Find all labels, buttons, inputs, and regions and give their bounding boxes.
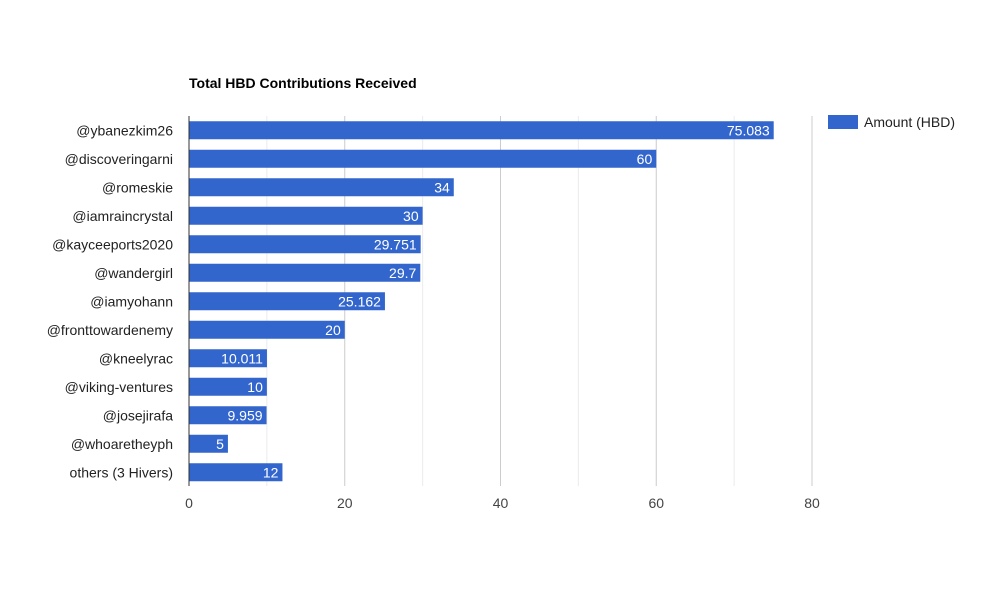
bar bbox=[189, 121, 774, 140]
category-label: others (3 Hivers) bbox=[70, 464, 173, 480]
x-tick-label: 80 bbox=[804, 495, 820, 511]
data-label: 60 bbox=[637, 151, 653, 167]
category-label: @kneelyrac bbox=[99, 350, 173, 366]
bar bbox=[189, 235, 421, 254]
bars bbox=[189, 121, 774, 482]
category-label: @josejirafa bbox=[103, 407, 173, 423]
legend-swatch bbox=[828, 115, 858, 129]
data-label: 12 bbox=[263, 464, 279, 480]
x-tick-label: 40 bbox=[493, 495, 509, 511]
data-label: 20 bbox=[325, 322, 341, 338]
category-label: @iamyohann bbox=[90, 293, 173, 309]
bar bbox=[189, 349, 267, 368]
bar bbox=[189, 149, 657, 168]
bar bbox=[189, 320, 345, 339]
data-label: 34 bbox=[434, 179, 450, 195]
data-label: 29.751 bbox=[374, 236, 417, 252]
category-label: @kayceeports2020 bbox=[52, 236, 173, 252]
x-tick-label: 0 bbox=[185, 495, 193, 511]
data-label: 25.162 bbox=[338, 293, 381, 309]
data-label: 10 bbox=[247, 379, 263, 395]
bar bbox=[189, 178, 454, 197]
data-label: 10.011 bbox=[221, 350, 263, 366]
legend: Amount (HBD) bbox=[828, 114, 955, 130]
bar bbox=[189, 434, 228, 453]
value-labels: 75.083 60 34 30 29.751 29.7 25.162 20 10.011 10 9.… bbox=[216, 122, 770, 480]
bar bbox=[189, 292, 385, 311]
chart-title: Total HBD Contributions Received bbox=[189, 75, 417, 91]
bar bbox=[189, 263, 421, 282]
category-label: @fronttowardenemy bbox=[47, 322, 173, 338]
x-tick-label: 20 bbox=[337, 495, 353, 511]
bar bbox=[189, 206, 423, 225]
data-label: 5 bbox=[216, 436, 224, 452]
data-label: 29.7 bbox=[389, 265, 416, 281]
category-label: @romeskie bbox=[102, 179, 173, 195]
legend-label: Amount (HBD) bbox=[864, 114, 955, 130]
bar bbox=[189, 406, 267, 425]
data-label: 75.083 bbox=[727, 122, 770, 138]
category-label: @viking-ventures bbox=[65, 379, 173, 395]
category-label: @iamraincrystal bbox=[72, 208, 173, 224]
category-label: @wandergirl bbox=[94, 265, 173, 281]
grid bbox=[266, 116, 813, 486]
category-labels: @ybanezkim26 @discoveringarni @romeskie @ia… bbox=[47, 122, 173, 480]
data-label: 30 bbox=[403, 208, 419, 224]
category-label: @whoaretheyph bbox=[71, 436, 173, 452]
data-label: 9.959 bbox=[228, 407, 263, 423]
bar bbox=[189, 377, 267, 396]
category-label: @ybanezkim26 bbox=[76, 122, 173, 138]
x-axis-ticks: 0 20 40 60 80 bbox=[185, 495, 820, 511]
category-label: @discoveringarni bbox=[65, 151, 173, 167]
bar bbox=[189, 463, 283, 482]
x-tick-label: 60 bbox=[648, 495, 664, 511]
